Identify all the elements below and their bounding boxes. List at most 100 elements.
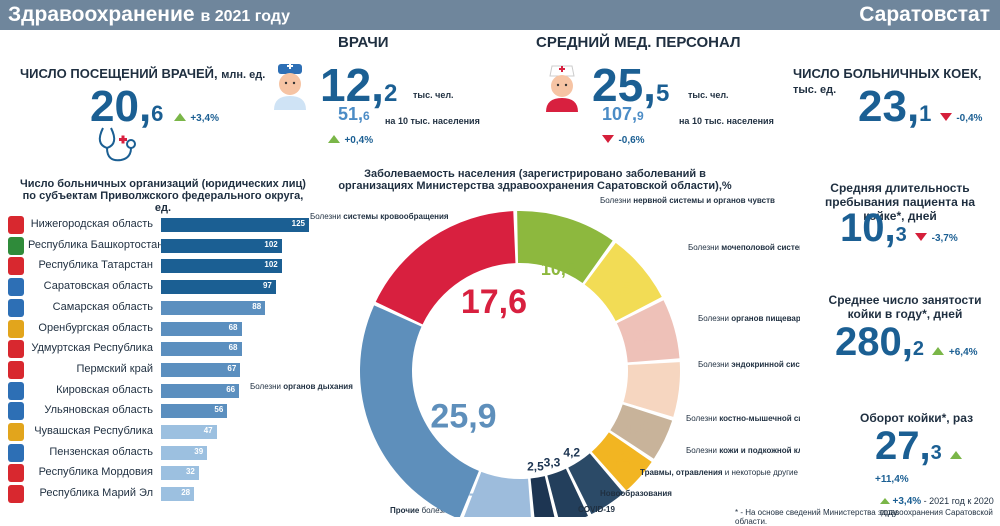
hospital-bar: 102 bbox=[161, 238, 282, 253]
hospital-bar-value: 67 bbox=[227, 363, 237, 373]
down-arrow-icon bbox=[602, 135, 614, 143]
region-name: Саратовская область bbox=[43, 280, 153, 293]
region-emblem-icon bbox=[8, 485, 24, 504]
donut-slice bbox=[360, 305, 479, 517]
region-name: Республика Марий Эл bbox=[39, 487, 153, 500]
donut-slice bbox=[591, 432, 652, 491]
donut-category-label: Болезни органов пищеварения bbox=[698, 314, 800, 323]
down-arrow-icon bbox=[939, 113, 952, 121]
hospital-bar-value: 68 bbox=[228, 343, 238, 353]
hospital-bar: 67 bbox=[161, 362, 241, 377]
hospital-bar-value: 56 bbox=[214, 405, 224, 415]
turnover-heading: Оборот койки*, раз bbox=[860, 411, 974, 425]
hospital-bar: 28 bbox=[161, 487, 195, 502]
donut-value-label: 4,6 bbox=[625, 418, 650, 438]
donut-value-label: 10,5 bbox=[541, 259, 576, 279]
donut-value-label: 4,2 bbox=[605, 448, 630, 468]
region-name: Республика Татарстан bbox=[38, 259, 153, 272]
doctors-unit: тыс. чел. bbox=[413, 90, 454, 100]
donut-value-label: 7,4 bbox=[469, 491, 494, 511]
up-arrow-icon bbox=[950, 451, 963, 459]
region-emblem-icon bbox=[8, 423, 24, 441]
region-name: Ульяновская область bbox=[44, 404, 153, 417]
donut-category-label: COVID-19 bbox=[578, 505, 615, 514]
donut-slice bbox=[584, 242, 662, 321]
hospital-bar-value: 32 bbox=[185, 467, 195, 477]
region-name: Оренбургская область bbox=[38, 321, 153, 334]
hospital-bar: 68 bbox=[161, 321, 242, 336]
donut-category-label: Прочие болезни bbox=[390, 506, 452, 515]
donut-value-label: 3,3 bbox=[544, 455, 561, 469]
nurse-icon bbox=[540, 62, 584, 112]
hospital-bar-value: 88 bbox=[252, 301, 262, 311]
hospital-bar: 97 bbox=[161, 280, 276, 295]
header-bar: Здравоохранение в 2021 году Саратовстат bbox=[0, 0, 1000, 30]
brand-name: Саратовстат bbox=[859, 3, 990, 26]
region-emblem-icon bbox=[8, 402, 24, 421]
chart-title: Заболеваемость населения (зарегистрирова… bbox=[338, 168, 732, 192]
hospital-bar: 32 bbox=[161, 466, 199, 481]
donut-category-label: Болезни нервной системы и органов чувств bbox=[600, 196, 775, 205]
page-title: Здравоохранение в 2021 году bbox=[8, 3, 291, 26]
nurses-per-value: 107,9 bbox=[602, 104, 644, 124]
region-emblem-icon bbox=[8, 381, 24, 400]
donut-category-label: Болезни эндокринной системы, расстройств… bbox=[698, 360, 800, 369]
region-emblem-icon bbox=[8, 319, 24, 338]
visits-heading: ЧИСЛО ПОСЕЩЕНИЙ ВРАЧЕЙ, млн. ед. bbox=[20, 66, 266, 81]
doctor-icon bbox=[268, 60, 312, 110]
donut-category-label: Болезни системы кровообращения bbox=[310, 212, 449, 221]
region-name: Удмуртская Республика bbox=[31, 342, 153, 355]
doctors-value: 12,2 bbox=[320, 59, 398, 111]
hospital-bar: 56 bbox=[161, 404, 228, 419]
region-emblem-icon bbox=[8, 257, 24, 276]
stethoscope-icon bbox=[95, 126, 145, 166]
donut-value-label: 5,9 bbox=[637, 377, 662, 397]
donut-category-label: Травмы, отравления и некоторые другие по… bbox=[640, 468, 800, 477]
donut-slice bbox=[623, 362, 680, 417]
region-name: Кировская область bbox=[56, 383, 153, 396]
donut-slice bbox=[517, 211, 613, 283]
stay-heading: Средняя длительность пребывания пациента… bbox=[824, 181, 975, 223]
down-arrow-icon bbox=[915, 233, 928, 241]
region-name: Пермский край bbox=[76, 362, 153, 375]
morbidity-donut-chart: 10,5 Болезни нервной системы и органов чу… bbox=[250, 196, 800, 517]
hospital-bar-value: 47 bbox=[203, 426, 213, 435]
donut-slice bbox=[375, 211, 516, 325]
nurses-unit: тыс. чел. bbox=[688, 90, 729, 100]
donut-slice bbox=[463, 471, 531, 517]
stay-value: 10,3 -3,7% bbox=[840, 206, 958, 250]
doctors-per-unit: на 10 тыс. населения bbox=[385, 116, 480, 126]
occupancy-heading: Среднее число занятости койки в году*, д… bbox=[828, 293, 982, 321]
nurses-per-unit: на 10 тыс. населения bbox=[679, 116, 774, 126]
donut-category-label: Болезни костно-мышечной системы и соедин… bbox=[686, 414, 800, 423]
hospital-bar-value: 28 bbox=[181, 488, 191, 498]
hospital-bar: 88 bbox=[161, 300, 266, 315]
beds-heading: ЧИСЛО БОЛЬНИЧНЫХ КОЕК, тыс. ед. bbox=[793, 66, 982, 96]
nurses-value: 25,5 bbox=[592, 59, 670, 111]
nurses-heading: СРЕДНИЙ МЕД. ПЕРСОНАЛ bbox=[536, 34, 741, 51]
hospital-bar-value: 125 bbox=[291, 219, 305, 228]
donut-value-label: 25,9 bbox=[430, 397, 496, 435]
donut-slice bbox=[616, 300, 680, 363]
donut-slice bbox=[568, 453, 624, 515]
up-arrow-icon bbox=[932, 347, 945, 355]
region-name: Самарская область bbox=[52, 300, 153, 313]
region-name: Республика Мордовия bbox=[38, 466, 153, 479]
region-emblem-icon bbox=[8, 360, 24, 379]
region-emblem-icon bbox=[8, 216, 24, 234]
region-emblem-icon bbox=[8, 236, 24, 255]
region-emblem-icon bbox=[8, 443, 24, 462]
doctors-heading: ВРАЧИ bbox=[338, 34, 389, 51]
donut-slice bbox=[530, 476, 555, 517]
donut-value-label: 7,5 bbox=[606, 278, 631, 298]
region-name: Чувашская Республика bbox=[34, 425, 153, 437]
region-name: Республика Башкортостан bbox=[28, 238, 164, 251]
region-name: Нижегородская область bbox=[30, 218, 153, 230]
region-name: Пензенская область bbox=[49, 445, 153, 458]
hospital-bar-value: 68 bbox=[228, 322, 238, 332]
doctors-change: +0,4% bbox=[328, 130, 373, 148]
nurses-change: -0,6% bbox=[602, 130, 645, 148]
up-arrow-icon bbox=[173, 113, 186, 121]
donut-category-label: Болезни органов дыхания bbox=[250, 382, 353, 391]
donut-value-label: 6,4 bbox=[633, 327, 658, 347]
